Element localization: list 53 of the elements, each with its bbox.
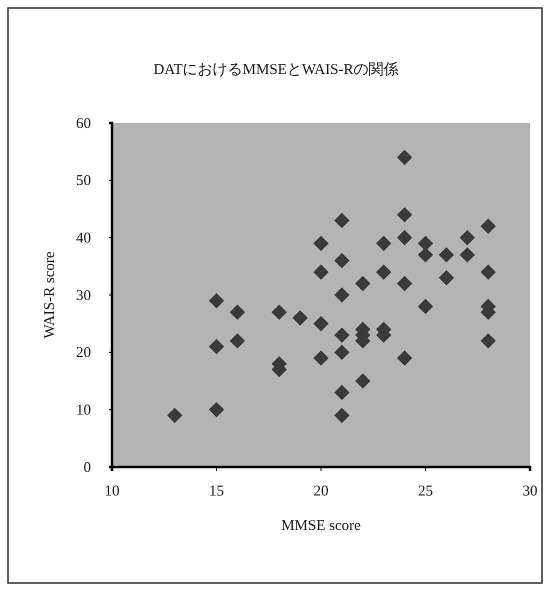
point [396,276,412,292]
point [460,247,475,263]
point [167,408,182,424]
chart-title: DATにおけるMMSEとWAIS-Rの関係 [153,61,399,78]
point [418,247,434,263]
point [438,270,454,286]
point [313,350,329,366]
y-tick-label: 50 [76,173,91,190]
point [334,408,350,424]
point [208,402,224,418]
point [418,236,434,252]
point [355,276,370,292]
point [334,252,350,268]
point [334,344,350,360]
point [313,316,329,332]
point [480,264,496,280]
point [460,230,475,246]
point [334,384,350,400]
y-tick-label: 10 [76,402,91,418]
x-tick-label: 25 [418,484,433,500]
point [396,150,412,166]
y-tick-label: 40 [76,230,91,246]
y-axis-title: WAIS-R score [42,251,58,339]
point [396,350,412,366]
point [480,333,496,349]
point [313,236,329,252]
point [334,287,350,303]
x-axis-title: MMSE score [281,518,362,534]
y-tick-label: 20 [76,345,91,362]
point [355,373,370,389]
point [480,218,496,234]
point [334,212,350,228]
point [208,338,224,354]
point [396,207,412,222]
point [292,310,308,326]
point [376,264,392,280]
x-tick-label: 10 [104,484,120,500]
point [230,333,246,349]
point [230,304,246,320]
point [376,236,392,252]
x-tick-label: 20 [314,484,328,500]
y-tick-label: 0 [84,460,91,476]
y-tick-label: 60 [76,116,91,132]
point [334,327,350,343]
point [438,247,454,263]
point [272,304,287,320]
point [418,298,434,314]
point [313,264,329,280]
point [396,230,412,246]
x-tick-label: 15 [209,484,224,500]
x-tick-label: 30 [522,484,538,500]
y-tick-label: 30 [76,288,91,304]
point [208,293,224,308]
